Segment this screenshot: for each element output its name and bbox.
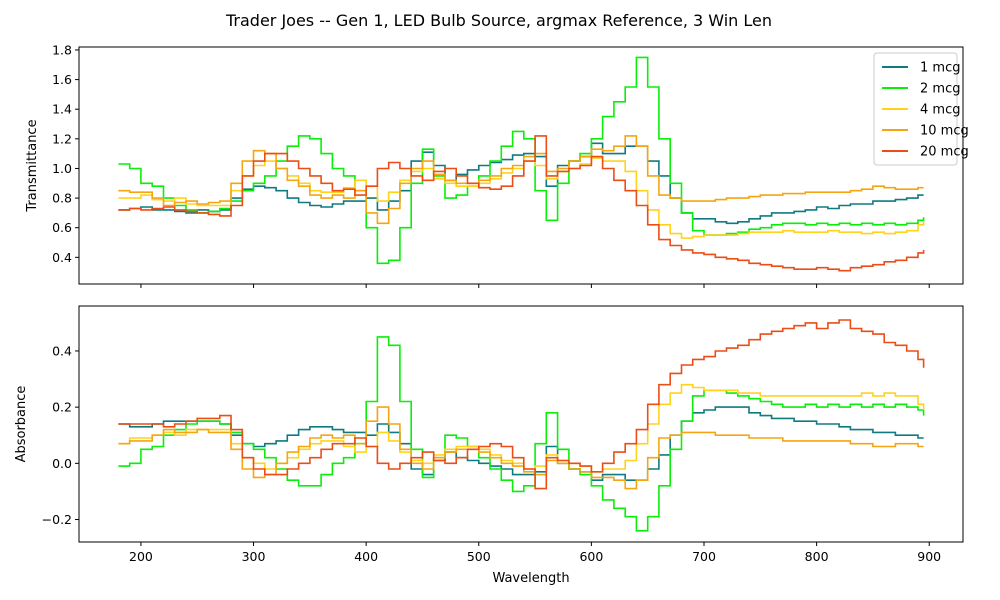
- top-ytick-label: 0.6: [52, 220, 72, 235]
- legend-label-1-mcg: 1 mcg: [920, 61, 960, 76]
- bottom-xtick-label: 700: [692, 549, 716, 564]
- top-series-10-mcg: [118, 135, 924, 225]
- bottom-xtick-label: 500: [467, 549, 491, 564]
- legend-label-20-mcg: 20 mcg: [920, 145, 969, 160]
- top-axes-frame: [78, 46, 964, 285]
- top-ytick-label: 1.2: [52, 131, 72, 146]
- transmittance-subplot: 0.4 0.6 0.8 1.0 1.2 1.4 1.6 1.8 Transmittance: [25, 42, 964, 288]
- legend-label-4-mcg: 4 mcg: [920, 103, 960, 118]
- x-axis-label: Wavelength: [492, 571, 569, 586]
- bottom-ytick-label: 0.4: [52, 343, 72, 358]
- legend-label-10-mcg: 10 mcg: [920, 124, 969, 139]
- top-y-axis-label: Transmittance: [25, 119, 40, 212]
- top-series-4-mcg: [118, 157, 925, 239]
- bottom-ytick-label: 0.2: [52, 400, 72, 415]
- bottom-series-20-mcg: [118, 319, 925, 490]
- top-ytick-label: 1.6: [52, 72, 72, 87]
- top-series-2-mcg: [118, 56, 925, 265]
- top-series-20-mcg: [118, 135, 925, 272]
- top-ytick-label: 1.8: [52, 42, 72, 57]
- bottom-axes-frame: [78, 305, 964, 543]
- legend-label-2-mcg: 2 mcg: [920, 82, 960, 97]
- absorbance-subplot: −0.2 0.0 0.2 0.4 200 300 400 500 600 700 800 900 Abs…: [14, 305, 964, 564]
- bottom-series-10-mcg: [118, 406, 924, 490]
- bottom-xtick-label: 300: [242, 549, 266, 564]
- bottom-series-1-mcg: [118, 406, 924, 481]
- bottom-ytick-label: 0.0: [52, 456, 72, 471]
- legend: 1 mcg 2 mcg 4 mcg 10 mcg 20 mcg: [873, 52, 969, 166]
- top-ytick-label: 1.4: [52, 102, 72, 117]
- bottom-xtick-label: 800: [805, 549, 829, 564]
- bottom-series-2-mcg: [118, 336, 925, 532]
- chart-title: Trader Joes -- Gen 1, LED Bulb Source, a…: [225, 11, 772, 30]
- top-ytick-label: 0.4: [52, 250, 72, 265]
- bottom-ytick-label: −0.2: [42, 512, 72, 527]
- top-ytick-label: 1.0: [52, 161, 72, 176]
- bottom-xtick-label: 400: [354, 549, 378, 564]
- bottom-xtick-label: 600: [579, 549, 603, 564]
- bottom-xtick-label: 900: [917, 549, 941, 564]
- top-ytick-label: 0.8: [52, 191, 72, 206]
- bottom-xtick-label: 200: [129, 549, 153, 564]
- bottom-series-4-mcg: [118, 383, 925, 473]
- bottom-y-axis-label: Absorbance: [14, 386, 29, 463]
- legend-box: [873, 52, 958, 166]
